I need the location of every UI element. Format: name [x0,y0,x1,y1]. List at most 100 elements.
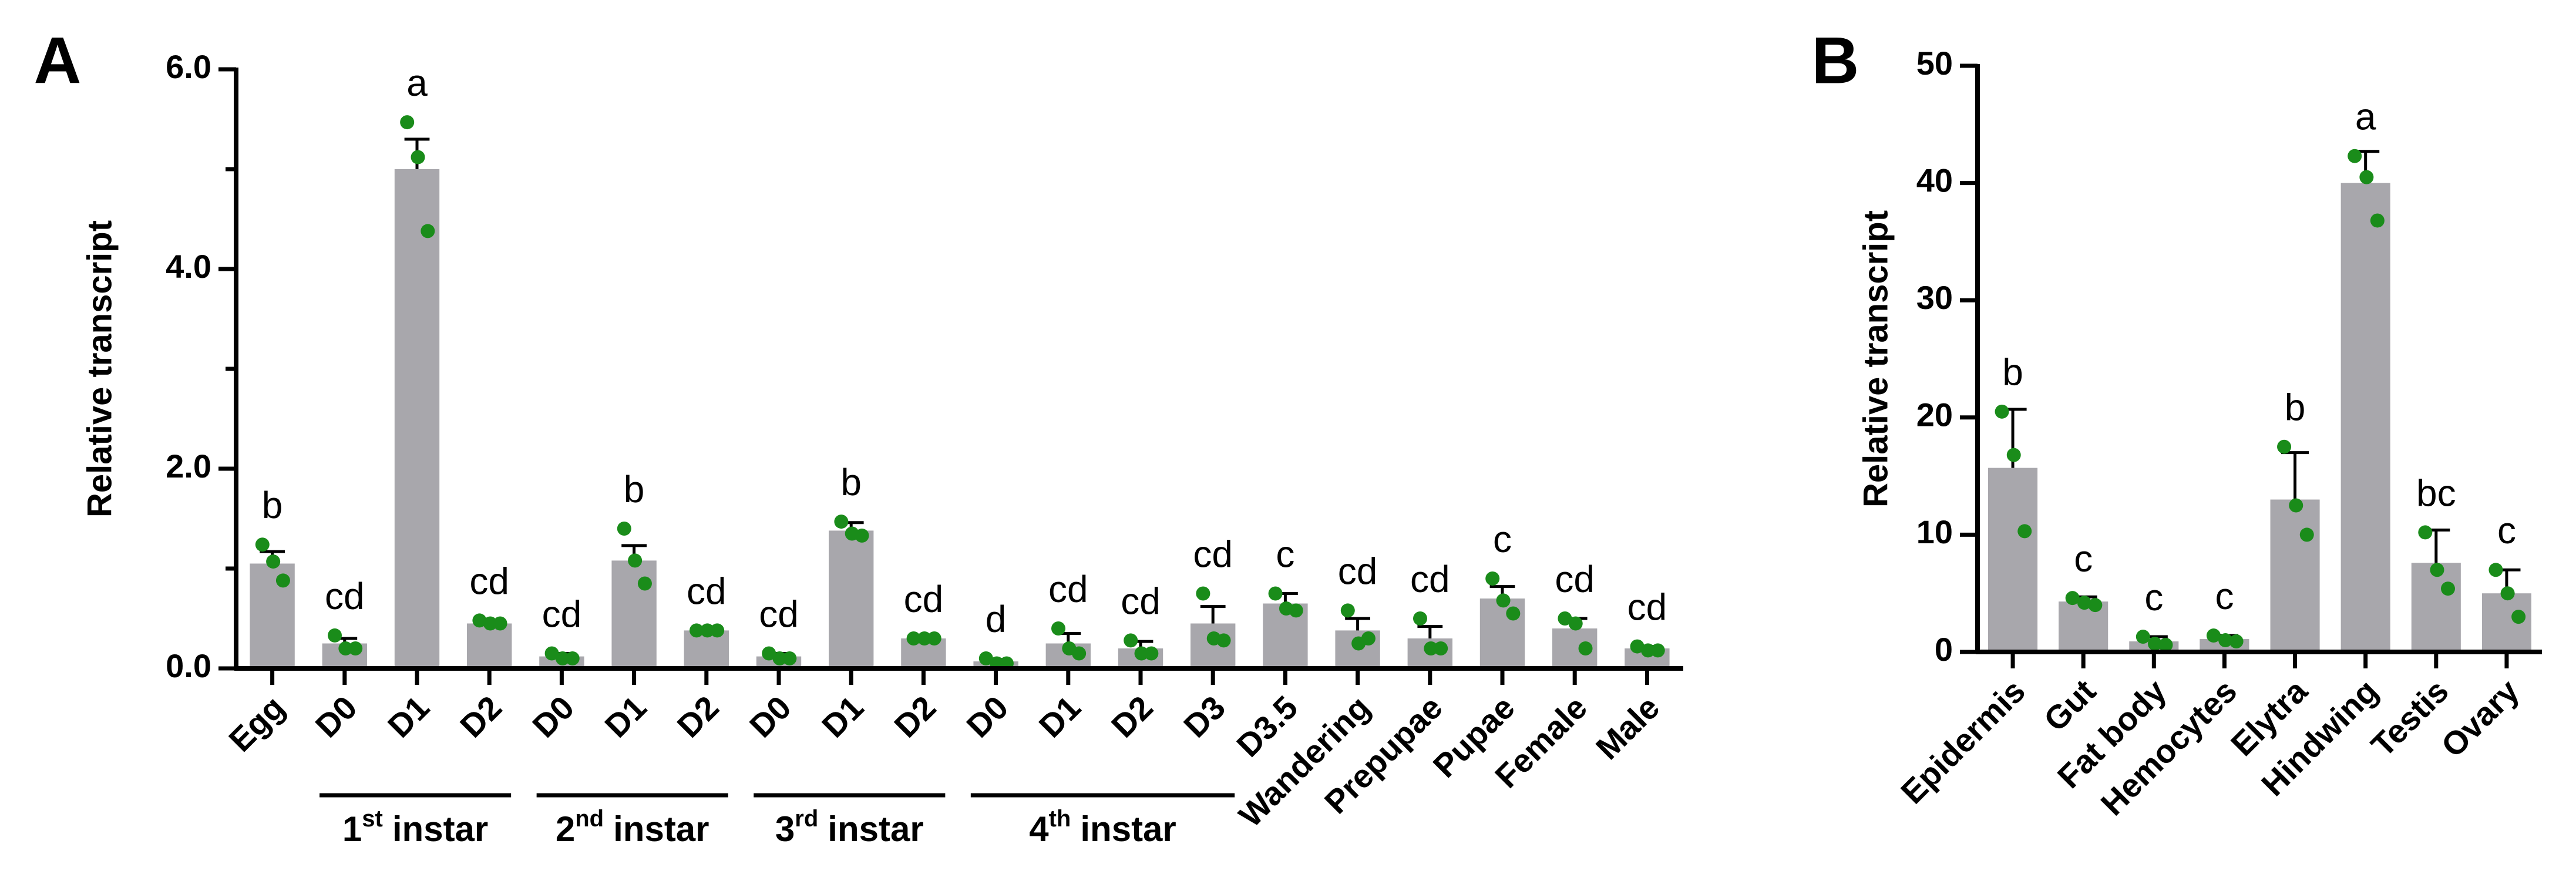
data-point [2418,525,2433,540]
group-suffix: th [1049,806,1071,832]
significance-letter: c [2144,576,2163,618]
group-label: 4th instar [1029,806,1176,849]
data-point [421,224,435,238]
y-tick-label: 50 [1916,45,1953,82]
significance-letter: cd [1555,558,1595,600]
data-point [493,616,507,631]
data-point [2299,527,2314,542]
x-tick-label: Epidermis [1894,672,2032,811]
y-tick-label: 40 [1916,162,1953,199]
data-point [255,537,270,552]
data-point [772,651,787,665]
significance-letter: c [1493,518,1512,560]
group-suffix: st [362,806,383,832]
group-number: 4 [1029,809,1049,849]
significance-letter: cd [687,570,727,612]
data-point [782,651,797,665]
group-label: 3rd instar [775,806,924,849]
x-tick-label: D3 [1176,688,1232,744]
x-tick-label: D0 [959,688,1015,744]
data-point [1196,586,1210,601]
y-tick-label: 20 [1916,396,1953,433]
significance-letter: b [2002,351,2023,394]
data-point [1568,616,1583,631]
bar [1191,623,1236,668]
data-point [1051,621,1065,636]
significance-letter: d [986,598,1007,640]
data-point [2440,581,2455,596]
bar [394,169,440,668]
x-tick-label: D2 [670,688,726,744]
x-tick-label: D2 [887,688,943,744]
group-text: instar [613,809,709,849]
significance-letter: c [2497,509,2516,552]
data-point [637,576,652,591]
data-point [2158,638,2173,653]
y-tick-label: 10 [1916,513,1953,550]
significance-letter: c [2074,537,2093,580]
data-point [762,646,776,661]
error-bar [1345,617,1370,631]
data-point [275,573,290,588]
data-point [1134,646,1149,661]
data-point [1485,571,1500,586]
significance-letter: cd [1048,568,1088,610]
error-bar [2281,451,2309,500]
significance-letter: a [406,62,428,104]
group-number: 3 [775,809,795,849]
data-point [2229,634,2244,649]
data-point [2077,596,2091,610]
data-point [2136,630,2150,644]
data-point [1558,611,1572,626]
significance-letter: a [2355,96,2376,138]
data-point [1434,641,1448,655]
data-point [1496,593,1511,608]
significance-letter: cd [1121,580,1161,622]
data-point [1144,646,1159,661]
data-point [400,115,415,130]
significance-letter: cd [1627,586,1667,628]
x-tick-label: D1 [815,688,870,744]
x-tick-label: D1 [597,688,653,744]
data-point [1072,646,1087,661]
data-point [2348,149,2362,163]
x-tick-label: D1 [381,688,436,744]
x-tick-label: Egg [221,688,291,758]
data-point [628,553,643,568]
data-point [2065,591,2080,606]
data-point [1216,633,1231,648]
data-point [689,623,704,638]
x-tick-label: Male [1589,688,1667,766]
x-tick-label: Testis [2364,672,2456,764]
significance-letter: cd [325,575,365,617]
group-text: instar [828,809,923,849]
data-point [927,631,941,645]
data-point [2088,598,2103,613]
panel-label: A [34,24,82,97]
significance-letter: cd [542,593,582,635]
bar [467,623,512,668]
data-point [2147,637,2162,651]
y-tick-label: 0.0 [166,647,211,684]
data-point [1506,606,1521,621]
y-axis-label: Relative transcript [1857,210,1895,507]
significance-letter: bc [2416,472,2456,514]
panel-label: B [1812,24,1859,97]
data-point [2511,610,2526,624]
group-number: 1 [342,809,362,849]
group-text: instar [392,809,488,849]
significance-letter: cd [904,578,944,620]
data-point [2289,498,2303,513]
significance-letter: b [262,484,283,526]
significance-letter: cd [759,593,799,635]
data-point [617,522,631,536]
data-point [2006,448,2021,462]
data-point [555,651,570,665]
x-tick-label: D2 [1104,688,1160,744]
significance-letter: c [1276,533,1294,575]
data-point [1650,643,1665,658]
bar [2340,183,2390,653]
significance-letter: cd [1338,550,1378,592]
x-tick-label: D2 [453,688,509,744]
